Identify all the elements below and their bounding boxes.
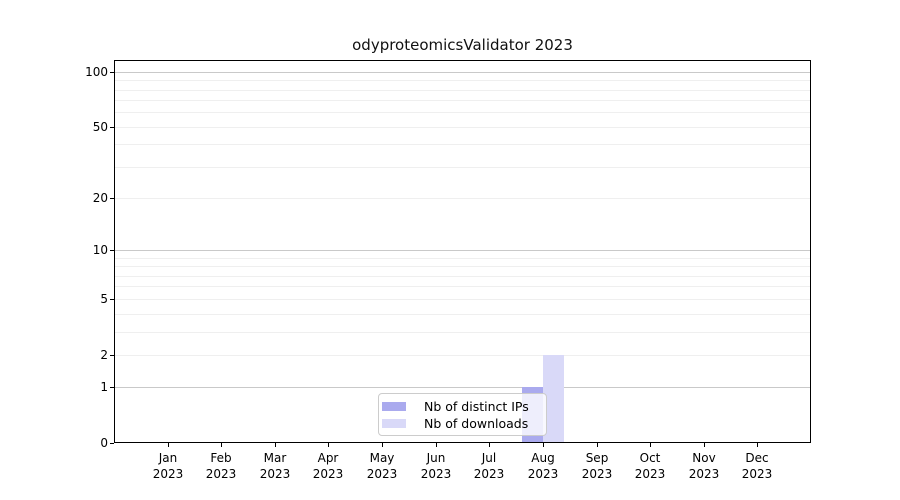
gridline-minor — [115, 127, 810, 128]
x-tick-mark — [221, 443, 222, 447]
legend: Nb of distinct IPs Nb of downloads — [378, 393, 547, 436]
gridline-minor — [115, 286, 810, 287]
legend-label-distinct-ips: Nb of distinct IPs — [424, 398, 529, 414]
gridline-major — [115, 387, 810, 388]
y-tick-label: 10 — [92, 243, 108, 257]
y-tick-mark — [110, 443, 114, 444]
x-tick-mark — [275, 443, 276, 447]
x-tick-mark — [543, 443, 544, 447]
x-tick-mark — [704, 443, 705, 447]
x-tick-label: Oct 2023 — [634, 451, 666, 481]
gridline-minor — [115, 90, 810, 91]
x-tick-mark — [757, 443, 758, 447]
x-tick-label: Apr 2023 — [312, 451, 344, 481]
x-tick-label: Nov 2023 — [688, 451, 720, 481]
x-tick-mark — [168, 443, 169, 447]
y-tick-mark — [110, 72, 114, 73]
y-tick-label: 2 — [100, 348, 108, 362]
gridline-minor — [115, 314, 810, 315]
y-tick-label: 50 — [92, 120, 108, 134]
x-tick-mark — [650, 443, 651, 447]
y-tick-label: 1 — [100, 380, 108, 394]
gridline-minor — [115, 198, 810, 199]
x-tick-label: May 2023 — [366, 451, 398, 481]
y-tick-mark — [110, 127, 114, 128]
y-tick-mark — [110, 250, 114, 251]
bar-downloads-aug — [542, 354, 564, 443]
x-tick-mark — [436, 443, 437, 447]
y-tick-label: 0 — [100, 436, 108, 450]
gridline-minor — [115, 332, 810, 333]
x-tick-mark — [382, 443, 383, 447]
y-tick-mark — [110, 355, 114, 356]
x-tick-label: Feb 2023 — [205, 451, 237, 481]
legend-swatch-downloads — [382, 418, 406, 428]
gridline-major — [115, 72, 810, 73]
gridline-minor — [115, 112, 810, 113]
gridline-minor — [115, 167, 810, 168]
x-tick-mark — [328, 443, 329, 447]
y-tick-mark — [110, 198, 114, 199]
y-tick-label: 100 — [85, 65, 108, 79]
y-tick-label: 20 — [92, 191, 108, 205]
y-tick-mark — [110, 387, 114, 388]
x-tick-label: Sep 2023 — [581, 451, 613, 481]
gridline-minor — [115, 276, 810, 277]
x-tick-label: Jan 2023 — [152, 451, 184, 481]
x-tick-label: Dec 2023 — [741, 451, 773, 481]
gridline-minor — [115, 144, 810, 145]
gridline-minor — [115, 100, 810, 101]
y-tick-label: 5 — [100, 292, 108, 306]
legend-item-downloads: Nb of downloads — [382, 415, 539, 432]
legend-item-distinct-ips: Nb of distinct IPs — [382, 398, 539, 415]
x-tick-label: Aug 2023 — [527, 451, 559, 481]
gridline-minor — [115, 266, 810, 267]
x-tick-label: Mar 2023 — [259, 451, 291, 481]
y-tick-mark — [110, 299, 114, 300]
chart-title: odyproteomicsValidator 2023 — [352, 36, 573, 54]
gridline-major — [115, 250, 810, 251]
x-tick-label: Jun 2023 — [420, 451, 452, 481]
legend-swatch-distinct-ips — [382, 401, 406, 411]
gridline-minor — [115, 258, 810, 259]
gridline-minor — [115, 80, 810, 81]
x-tick-label: Jul 2023 — [473, 451, 505, 481]
x-tick-mark — [489, 443, 490, 447]
gridline-minor — [115, 299, 810, 300]
x-tick-mark — [597, 443, 598, 447]
legend-label-downloads: Nb of downloads — [424, 415, 529, 431]
gridline-minor — [115, 355, 810, 356]
